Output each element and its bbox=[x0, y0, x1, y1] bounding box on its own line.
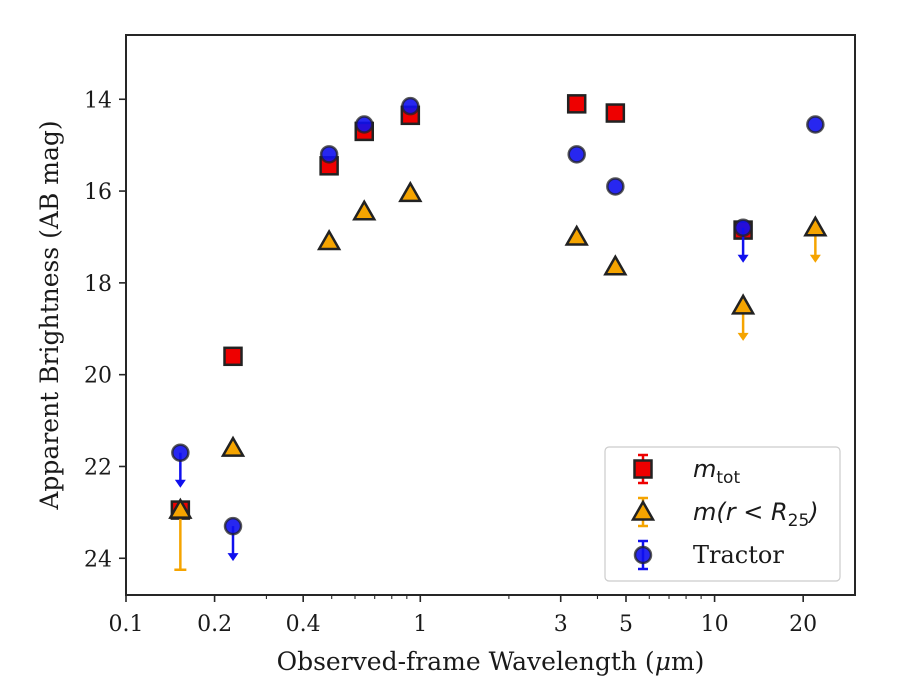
x-tick-label: 0.4 bbox=[286, 612, 321, 637]
x-tick-label: 1 bbox=[413, 612, 427, 637]
legend-box bbox=[604, 446, 841, 582]
legend-marker bbox=[630, 499, 656, 521]
legend-label: m(r < R25) bbox=[693, 498, 819, 531]
series-tractor bbox=[171, 96, 825, 562]
y-tick-label: 14 bbox=[84, 88, 112, 113]
x-axis-label: Observed-frame Wavelength (μm) bbox=[277, 647, 705, 676]
y-tick-label: 24 bbox=[84, 547, 112, 572]
y-tick-label: 16 bbox=[84, 180, 112, 205]
y-tick-label: 20 bbox=[84, 364, 112, 389]
tractor-point bbox=[567, 145, 586, 164]
mtot-point bbox=[566, 94, 587, 114]
x-tick-label: 10 bbox=[701, 612, 729, 637]
tractor-point bbox=[606, 177, 625, 196]
legend-label: Tractor bbox=[693, 541, 784, 569]
tractor-point bbox=[401, 96, 420, 116]
y-tick-label: 22 bbox=[84, 455, 112, 480]
tractor-upper-limit-arrow-head bbox=[174, 479, 186, 488]
tractor-point bbox=[354, 115, 374, 134]
tractor-point bbox=[171, 443, 190, 462]
legend-item-tractor: Tractor bbox=[633, 539, 784, 571]
mr25-point bbox=[316, 229, 342, 251]
mr25-point bbox=[730, 293, 756, 315]
tractor-upper-limit-arrow-head bbox=[737, 254, 749, 263]
mtot-point bbox=[605, 103, 626, 123]
mr25-point bbox=[603, 254, 628, 276]
mr25-point bbox=[398, 180, 423, 203]
series-mr25 bbox=[168, 180, 828, 572]
mr25-point bbox=[352, 199, 377, 221]
x-tick-label: 20 bbox=[789, 612, 817, 637]
mtot-point bbox=[223, 346, 243, 367]
y-axis-ticks: 14 16 18 20 22 24 bbox=[84, 88, 126, 572]
mr25-upper-limit-arrow-head bbox=[737, 332, 749, 341]
mr25-point bbox=[803, 215, 828, 237]
tractor-point bbox=[806, 115, 825, 134]
plot-frame bbox=[125, 34, 856, 596]
x-tick-label: 3 bbox=[554, 612, 568, 637]
mr25-point bbox=[220, 435, 246, 457]
mr25-point bbox=[168, 497, 193, 519]
legend-marker bbox=[633, 459, 653, 479]
tractor-point bbox=[319, 145, 339, 164]
tractor-point bbox=[733, 218, 753, 238]
x-tick-label: 0.1 bbox=[109, 612, 144, 637]
mr25-upper-limit-arrow-head bbox=[809, 254, 821, 263]
data-marks bbox=[168, 94, 828, 572]
legend: mtot m(r < R25) Tractor bbox=[604, 446, 841, 582]
y-axis-label: Apparent Brightness (AB mag) bbox=[35, 120, 64, 510]
x-axis-ticks: 0.1 0.2 0.4 1 3 5 10 20 bbox=[109, 595, 817, 637]
tractor-point bbox=[223, 516, 243, 536]
tractor-upper-limit-arrow-head bbox=[227, 553, 239, 562]
x-tick-label: 5 bbox=[619, 612, 633, 637]
legend-item-mtot: mtot bbox=[633, 453, 740, 488]
mr25-point bbox=[564, 224, 589, 246]
y-tick-label: 18 bbox=[84, 272, 112, 297]
x-tick-label: 0.2 bbox=[197, 612, 232, 637]
legend-item-mr25: m(r < R25) bbox=[630, 496, 819, 531]
legend-label: mtot bbox=[693, 455, 740, 488]
legend-marker bbox=[633, 545, 653, 565]
